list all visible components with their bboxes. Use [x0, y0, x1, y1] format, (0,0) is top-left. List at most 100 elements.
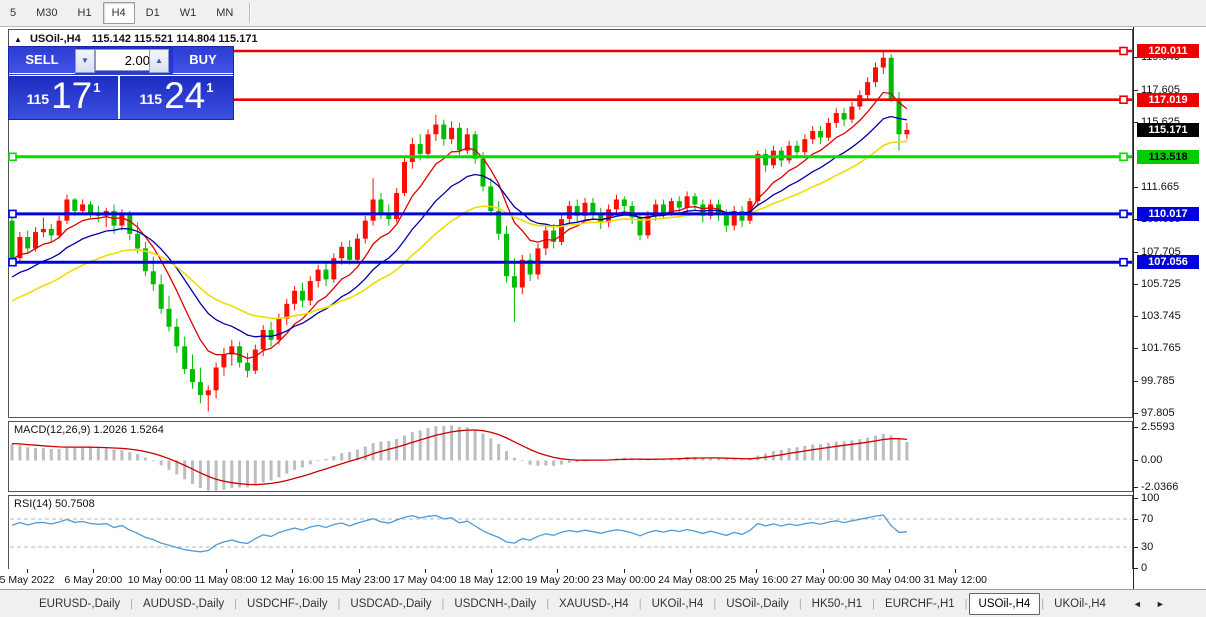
date-tick-label: 24 May 08:00 — [658, 574, 722, 586]
chart-tab-eurchf-h1[interactable]: EURCHF-,H1 — [885, 597, 955, 610]
date-tick-label: 17 May 04:00 — [392, 574, 457, 586]
chart-tab-xauusd-h4[interactable]: XAUUSD-,H4 — [559, 597, 629, 610]
one-click-trade-panel: SELL ▼ ▲ BUY 115 17 1 115 24 1 — [8, 46, 234, 120]
date-tick-mark — [27, 569, 28, 573]
rsi-tick-label: 0 — [1141, 562, 1148, 574]
price-level-badge: 117.019 — [1137, 92, 1199, 107]
ask-quote-button[interactable]: 115 24 1 — [120, 75, 233, 119]
bid-quote-button[interactable]: 115 17 1 — [9, 75, 120, 119]
price-level-badge: 107.056 — [1137, 255, 1199, 270]
rsi-tick-label: 100 — [1141, 492, 1160, 504]
buy-button[interactable]: BUY — [173, 47, 233, 74]
date-tick-label: 30 May 04:00 — [857, 574, 921, 586]
timeframe-button-d1[interactable]: D1 — [145, 7, 160, 19]
tab-scroll-controls: ◄ ► — [1133, 599, 1165, 609]
chart-tab-usoil-h4[interactable]: USOil-,H4 — [968, 592, 1041, 615]
date-tick-label: 19 May 20:00 — [525, 574, 590, 586]
chart-tab-eurusd-daily[interactable]: EURUSD-,Daily — [39, 597, 121, 610]
tab-separator: | — [798, 597, 802, 610]
axis-tick-mark — [1134, 498, 1138, 499]
level-handle[interactable] — [1119, 95, 1128, 104]
chart-tab-ukoil-h4[interactable]: UKOil-,H4 — [1054, 597, 1106, 610]
ask-prefix: 115 — [139, 91, 163, 107]
axis-tick-mark — [1134, 187, 1138, 189]
timeframe-button-w1[interactable]: W1 — [179, 7, 197, 19]
spin-up-icon: ▲ — [155, 56, 163, 65]
chart-tab-usoil-daily[interactable]: USOil-,Daily — [726, 597, 789, 610]
date-tick-label: 31 May 12:00 — [923, 574, 988, 586]
chart-tab-audusd-daily[interactable]: AUDUSD-,Daily — [143, 597, 225, 610]
date-axis[interactable]: 5 May 2022 6 May 20:00 10 May 00:00 11 May … — [0, 569, 1133, 588]
chart-tab-usdcad-daily[interactable]: USDCAD-,Daily — [350, 597, 432, 610]
price-axis[interactable]: 119.640117.605115.625111.665109.685107.7… — [1133, 27, 1206, 589]
level-handle[interactable] — [1119, 209, 1128, 219]
date-tick-mark — [756, 569, 758, 573]
level-handle[interactable] — [1119, 46, 1128, 56]
axis-tick-mark — [1134, 486, 1138, 488]
rsi-tick-label: 70 — [1141, 513, 1154, 525]
tab-separator: | — [234, 597, 238, 610]
date-tick-mark — [822, 569, 824, 573]
level-handle[interactable] — [1119, 152, 1128, 162]
chart-tab-ukoil-h4[interactable]: UKOil-,H4 — [651, 597, 704, 610]
date-tick-label: 27 May 00:00 — [790, 574, 855, 586]
tab-separator: | — [130, 597, 134, 610]
volume-input[interactable] — [95, 49, 157, 71]
chart-tab-usdchf-daily[interactable]: USDCHF-,Daily — [247, 597, 328, 610]
axis-tick-mark — [1134, 348, 1138, 350]
volume-decrease-button[interactable]: ▼ — [75, 49, 95, 73]
price-tick-label: 105.725 — [1141, 277, 1181, 290]
price-tick-label: 101.765 — [1141, 342, 1181, 355]
date-tick-mark — [623, 569, 625, 573]
macd-tick-label: -2.0366 — [1141, 480, 1179, 493]
macd-indicator-pane[interactable] — [8, 421, 1133, 492]
axis-tick-mark — [1134, 283, 1138, 285]
chart-tab-usdcnh-daily[interactable]: USDCNH-,Daily — [454, 597, 537, 610]
date-tick-label: 10 May 00:00 — [127, 574, 192, 586]
tab-separator: | — [638, 597, 642, 610]
spin-down-icon: ▼ — [81, 56, 89, 65]
axis-tick-mark — [1134, 413, 1138, 415]
axis-tick-mark — [1134, 519, 1138, 520]
date-tick-label: 18 May 12:00 — [459, 574, 523, 586]
timeframe-toolbar: 5 M30 H1 H4 D1 W1 MN — [0, 0, 1206, 27]
date-tick-mark — [955, 569, 957, 573]
timeframe-button-m30[interactable]: M30 — [36, 7, 58, 19]
sell-button[interactable]: SELL — [9, 47, 75, 74]
date-tick-mark — [690, 569, 691, 573]
timeframe-button-h1[interactable]: H1 — [77, 7, 92, 19]
level-handle[interactable] — [8, 152, 17, 162]
toolbar-separator — [249, 3, 252, 23]
axis-tick-mark — [1134, 122, 1138, 124]
rsi-indicator-pane[interactable] — [8, 495, 1133, 569]
tab-separator: | — [546, 597, 550, 610]
level-handle[interactable] — [8, 209, 17, 219]
date-tick-mark — [491, 569, 493, 573]
date-tick-mark — [557, 569, 559, 573]
tab-scroll-right-icon[interactable]: ► — [1155, 598, 1165, 609]
tab-scroll-left-icon[interactable]: ◄ — [1132, 598, 1142, 609]
macd-tick-label: 0.00 — [1141, 454, 1163, 467]
chart-tab-hk50-h1[interactable]: HK50-,H1 — [811, 597, 863, 610]
timeframe-button-h4[interactable]: H4 — [102, 2, 135, 24]
volume-increase-button[interactable]: ▲ — [149, 49, 169, 73]
level-handle[interactable] — [1119, 257, 1128, 267]
date-tick-mark — [888, 569, 890, 573]
price-level-badge: 115.171 — [1137, 122, 1199, 137]
chart-title: ▲ USOil-,H4 115.142 115.521 114.804 115.… — [14, 33, 258, 45]
timeframe-button-mn[interactable]: MN — [216, 7, 234, 19]
date-tick-label: 6 May 20:00 — [64, 574, 123, 586]
ask-superscript: 1 — [206, 80, 214, 95]
level-handle[interactable] — [8, 257, 17, 267]
tab-separator: | — [872, 597, 876, 610]
axis-tick-mark — [1134, 57, 1138, 58]
rsi-line — [11, 514, 907, 553]
price-level-badge: 120.011 — [1137, 43, 1199, 58]
timeframe-button-5[interactable]: 5 — [10, 7, 17, 19]
axis-tick-mark — [1134, 547, 1138, 548]
axis-tick-mark — [1134, 251, 1138, 253]
date-tick-label: 12 May 16:00 — [260, 574, 325, 586]
collapse-triangle-icon[interactable]: ▲ — [14, 35, 22, 44]
axis-tick-mark — [1134, 427, 1138, 429]
